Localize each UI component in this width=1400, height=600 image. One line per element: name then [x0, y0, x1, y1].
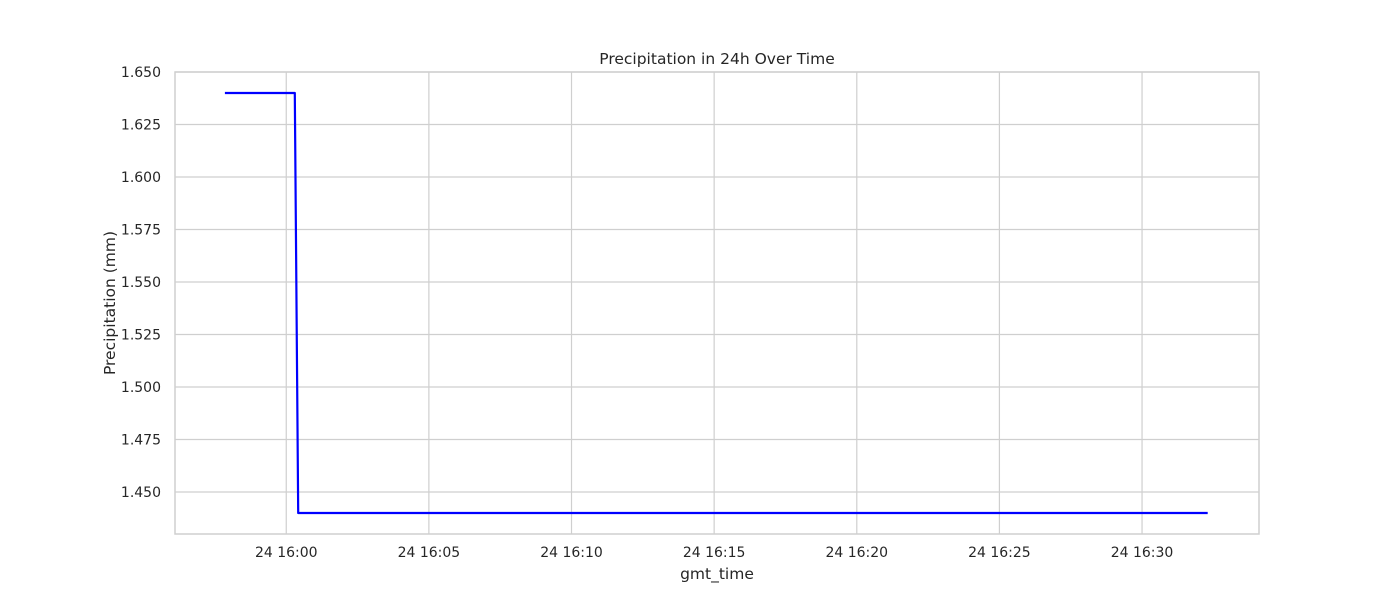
x-tick-label: 24 16:10 — [540, 545, 603, 561]
y-tick-label: 1.650 — [121, 65, 161, 81]
plot-area — [174, 71, 1260, 535]
x-tick-label: 24 16:30 — [1111, 545, 1174, 561]
y-tick-label: 1.450 — [121, 485, 161, 501]
x-tick-label: 24 16:15 — [683, 545, 746, 561]
y-axis-label: Precipitation (mm) — [101, 231, 119, 375]
x-tick-label: 24 16:00 — [255, 545, 318, 561]
precipitation-series-line — [224, 91, 1208, 515]
x-tick-label: 24 16:20 — [825, 545, 888, 561]
x-axis-ticks: 24 16:00 24 16:05 24 16:10 24 16:15 24 16:20… — [255, 545, 1173, 561]
grid-lines — [175, 71, 1259, 534]
y-tick-label: 1.500 — [121, 380, 161, 396]
y-tick-label: 1.525 — [121, 328, 161, 344]
x-tick-label: 24 16:25 — [968, 545, 1031, 561]
x-tick-label: 24 16:05 — [398, 545, 461, 561]
y-tick-label: 1.575 — [121, 223, 161, 239]
x-axis-label: gmt_time — [680, 565, 754, 584]
y-tick-label: 1.600 — [121, 170, 161, 186]
chart-title: Precipitation in 24h Over Time — [599, 50, 834, 68]
y-axis-ticks: 1.650 1.625 1.600 1.575 1.550 1.525 1.500 1.475… — [121, 65, 161, 501]
y-tick-label: 1.625 — [121, 118, 161, 134]
y-tick-label: 1.475 — [121, 433, 161, 449]
y-tick-label: 1.550 — [121, 275, 161, 291]
series-group — [224, 91, 1208, 515]
